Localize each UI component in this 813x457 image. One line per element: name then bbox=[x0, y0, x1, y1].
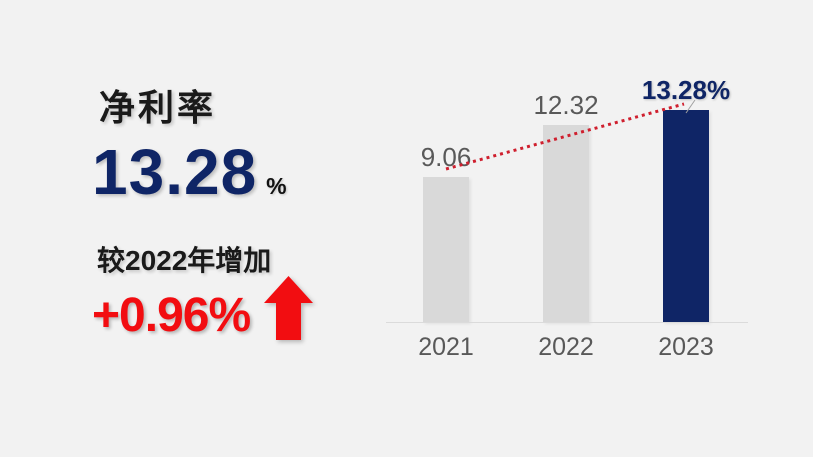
bar-value-label-2021: 9.06 bbox=[420, 142, 472, 173]
x-axis-line bbox=[386, 322, 748, 323]
bar-2022 bbox=[543, 125, 589, 322]
delta-row: +0.96% bbox=[92, 276, 314, 343]
delta-caption: 较2022年增加 bbox=[97, 245, 272, 276]
bar-value-label-2023: 13.28% bbox=[641, 75, 731, 106]
bar-2021 bbox=[423, 177, 469, 322]
metric-value-unit: % bbox=[266, 173, 287, 199]
x-tick-2023: 2023 bbox=[658, 333, 714, 361]
bar-group-2023: 13.28% bbox=[642, 76, 730, 322]
delta-value: +0.96% bbox=[92, 289, 251, 343]
x-tick-2022: 2022 bbox=[538, 333, 594, 361]
bar-2023 bbox=[663, 110, 709, 322]
bar-group-2022: 12.32 bbox=[533, 91, 599, 322]
metric-title: 净利率 bbox=[99, 87, 217, 128]
bar-group-2021: 9.06 bbox=[420, 142, 472, 322]
metric-value-number: 13.28 bbox=[92, 136, 258, 208]
bar-value-label-2022: 12.32 bbox=[533, 90, 599, 121]
metric-value: 13.28 % bbox=[92, 140, 287, 204]
bar-chart: 9.06 12.32 13.28% 2021 2022 2023 bbox=[386, 75, 748, 361]
x-tick-2021: 2021 bbox=[418, 333, 474, 361]
up-arrow-icon bbox=[264, 276, 314, 340]
